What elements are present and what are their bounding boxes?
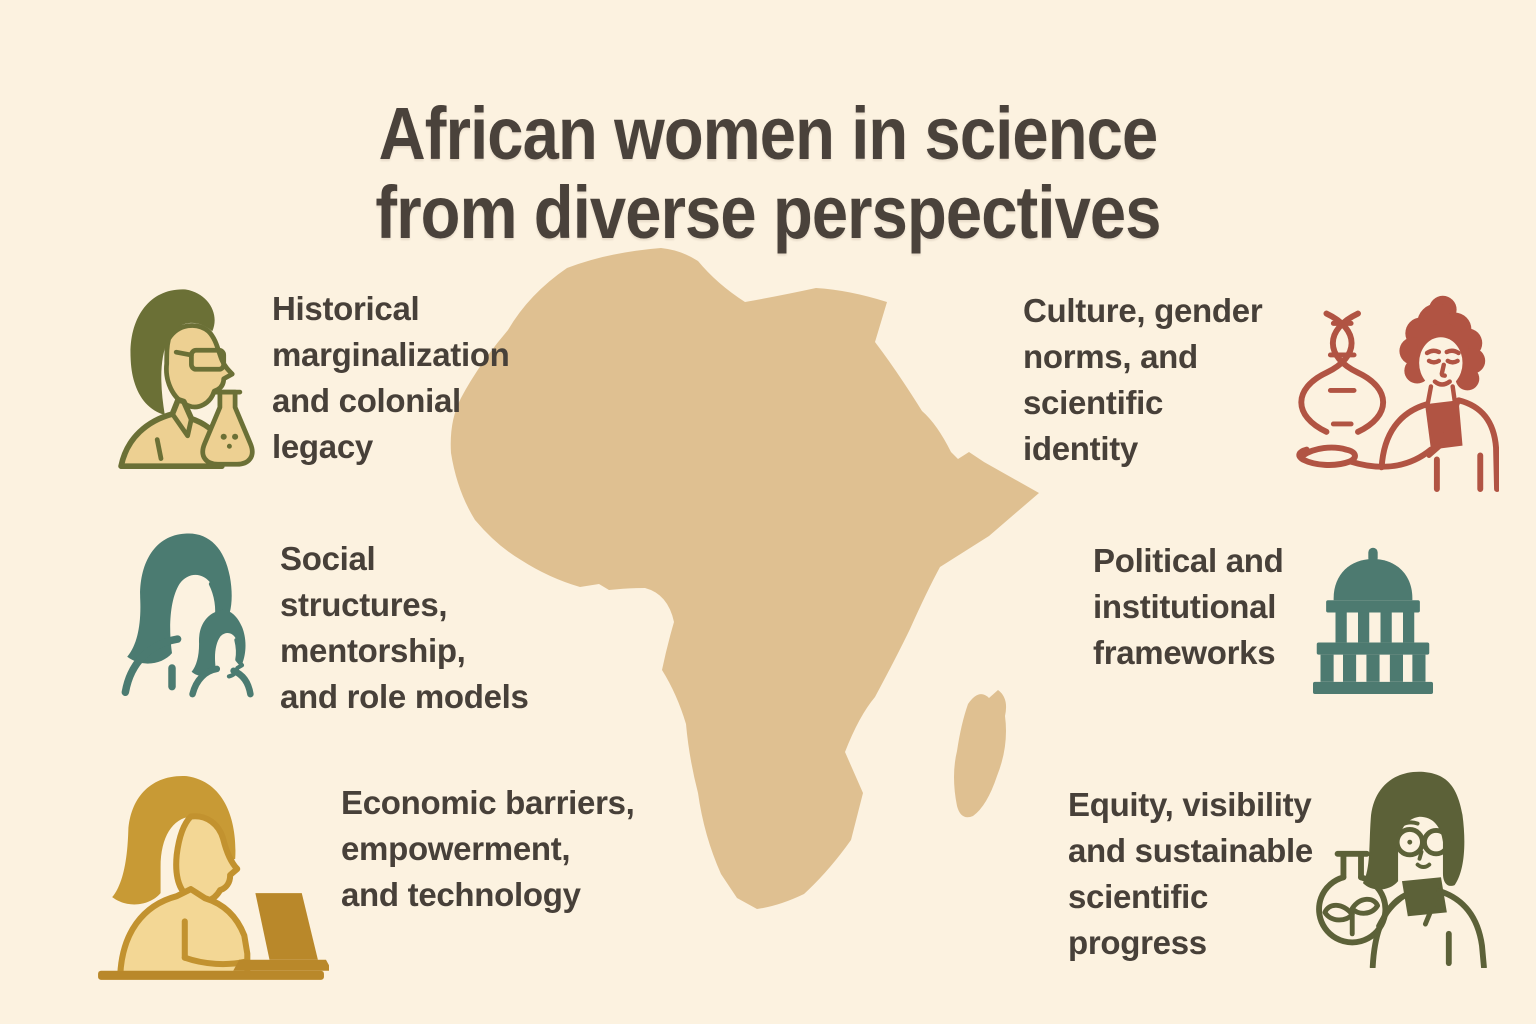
label-line: structures, <box>280 586 448 623</box>
item-historical-label: Historical marginalization and colonial … <box>272 286 510 470</box>
label-line: and role models <box>280 678 529 715</box>
woman-scientist-flask-icon <box>118 289 255 470</box>
africa-map <box>450 248 1039 909</box>
label-line: frameworks <box>1093 634 1276 671</box>
woman-with-dna-icon <box>1296 295 1499 492</box>
label-line: Historical <box>272 290 420 327</box>
label-line: institutional <box>1093 588 1277 625</box>
title-line-1: African women in science <box>378 91 1159 175</box>
label-line: Social <box>280 540 376 577</box>
madagascar-shape <box>954 690 1007 818</box>
capitol-building-icon <box>1313 547 1433 694</box>
label-line: mentorship, <box>280 632 466 669</box>
label-line: Culture, gender <box>1023 292 1263 329</box>
label-line: Political and <box>1093 542 1284 579</box>
item-historical: Historical marginalization and colonial … <box>104 276 510 474</box>
item-culture-label: Culture, gender norms, and scientific id… <box>1023 288 1271 472</box>
label-line: scientific <box>1023 384 1164 421</box>
item-social-label: Social structures, mentorship, and role … <box>280 536 529 720</box>
label-line: empowerment, <box>341 830 571 867</box>
item-equity-label: Equity, visibility and sustainable scien… <box>1068 782 1313 966</box>
label-line: scientific <box>1068 878 1209 915</box>
item-equity: Equity, visibility and sustainable scien… <box>1068 768 1494 968</box>
item-economic: Economic barriers, empowerment, and tech… <box>92 770 635 982</box>
label-line: and sustainable <box>1068 832 1313 869</box>
item-social: Social structures, mentorship, and role … <box>116 524 529 720</box>
woman-with-sprout-flask-icon <box>1316 771 1487 968</box>
item-economic-label: Economic barriers, empowerment, and tech… <box>341 780 635 918</box>
label-line: legacy <box>272 428 373 465</box>
woman-at-laptop-icon <box>98 776 329 980</box>
label-line: Equity, visibility <box>1068 786 1312 823</box>
label-line: Economic barriers, <box>341 784 635 821</box>
item-political-label: Political and institutional frameworks <box>1093 538 1284 676</box>
title-line-2: from diverse perspectives <box>375 170 1161 254</box>
mentor-and-mentee-icon <box>121 533 254 698</box>
label-line: marginalization <box>272 336 510 373</box>
page-title: African women in science from diverse pe… <box>92 94 1444 252</box>
label-line: identity <box>1023 430 1138 467</box>
label-line: and colonial <box>272 382 461 419</box>
label-line: and technology <box>341 876 581 913</box>
label-line: norms, and <box>1023 338 1198 375</box>
item-political: Political and institutional frameworks <box>1093 530 1439 694</box>
label-line: progress <box>1068 924 1207 961</box>
item-culture: Culture, gender norms, and scientific id… <box>1023 280 1499 492</box>
